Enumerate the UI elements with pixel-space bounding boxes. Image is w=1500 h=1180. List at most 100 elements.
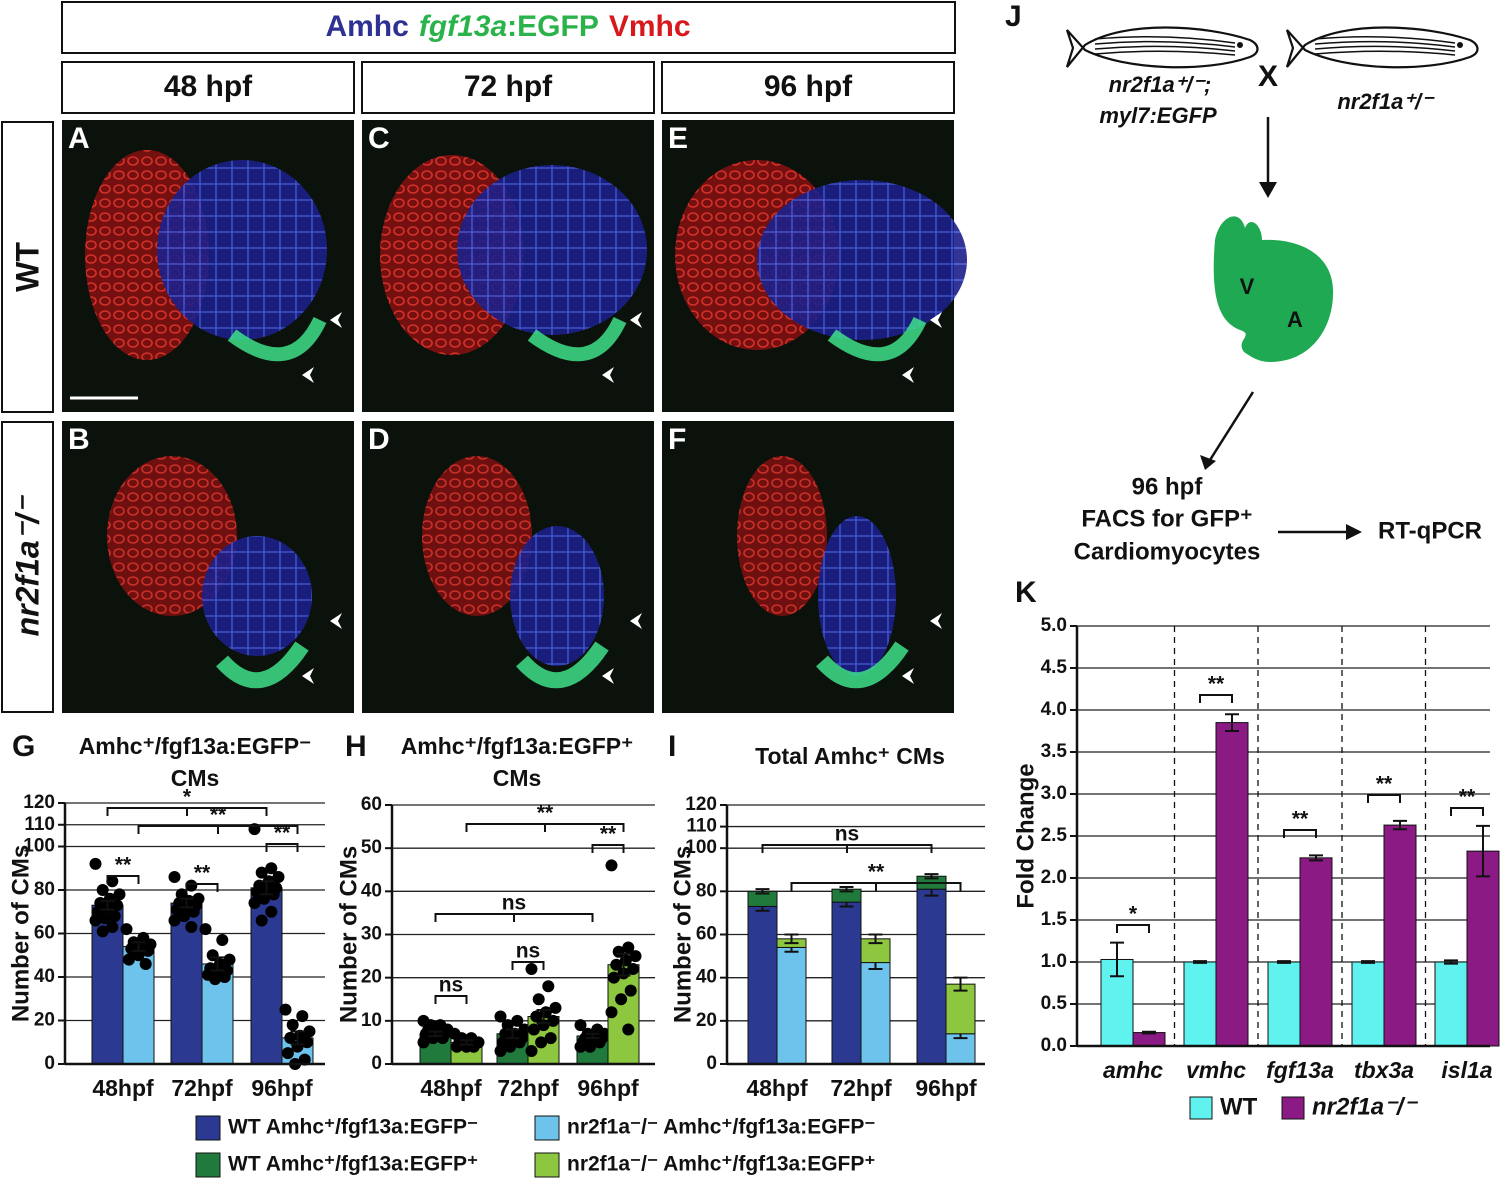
- significance-bracket: [1199, 694, 1233, 703]
- significance-bracket: [265, 843, 299, 852]
- error-bar: [536, 1009, 551, 1024]
- panel-letter: J: [1005, 0, 1022, 33]
- header-part: :EGFP: [507, 10, 599, 43]
- data-point: [96, 925, 109, 938]
- error-bar: [868, 933, 883, 945]
- x-tick-label: tbx3a: [1354, 1057, 1414, 1083]
- data-point: [298, 1053, 311, 1066]
- column-label: 48 hpf: [164, 70, 253, 103]
- atrium: [757, 180, 967, 340]
- x-tick-label: 96hpf: [251, 1075, 313, 1101]
- chart-title: Amhc⁺/fgf13a:EGFP⁻: [79, 733, 312, 759]
- x-tick-label: 72hpf: [171, 1075, 233, 1101]
- bar-segment: [945, 983, 976, 1035]
- significance-label: **: [1376, 773, 1393, 796]
- data-point: [535, 1036, 548, 1049]
- arrow-head: [1259, 182, 1277, 198]
- data-point: [178, 910, 191, 923]
- x-tick-label: vmhc: [1186, 1057, 1246, 1083]
- data-point: [417, 1036, 430, 1049]
- data-point: [106, 920, 119, 933]
- error-bar: [755, 888, 770, 895]
- legend-swatch: [195, 1115, 221, 1141]
- fish-stripe: [1094, 50, 1236, 56]
- header-part: Amhc: [325, 10, 408, 43]
- arrowhead: [930, 312, 942, 328]
- data-point: [284, 1031, 297, 1044]
- significance-bracket: [465, 823, 625, 832]
- bar: [1183, 961, 1217, 1047]
- y-tick-label: 40: [696, 967, 717, 988]
- data-point: [89, 914, 102, 927]
- error-bar: [1361, 960, 1375, 964]
- arrow: [1208, 391, 1255, 461]
- data-point: [511, 1014, 524, 1027]
- y-tick-label: 2.0: [1041, 867, 1067, 888]
- chart-title: CMs: [493, 765, 542, 791]
- fish-stripe: [1314, 40, 1456, 48]
- data-point: [532, 993, 545, 1006]
- arrowhead: [630, 613, 642, 629]
- y-tick-label: 100: [23, 836, 55, 857]
- data-point: [265, 862, 278, 875]
- chamber-label: A: [1287, 307, 1303, 332]
- fish: [1285, 26, 1479, 69]
- genotype: myl7:EGFP: [1099, 103, 1217, 128]
- ventricle: [422, 456, 532, 616]
- data-point: [525, 1045, 538, 1058]
- arrowhead: [330, 312, 342, 328]
- error-bar: [924, 873, 939, 880]
- data-point: [248, 823, 261, 836]
- significance-bracket: [511, 961, 545, 970]
- fish-stripe: [1314, 50, 1456, 56]
- data-point: [108, 910, 121, 923]
- egfp-region: [827, 316, 927, 362]
- result: RT-qPCR: [1378, 517, 1482, 544]
- egfp-region: [216, 641, 309, 689]
- error-bar: [290, 1030, 305, 1046]
- data-point: [494, 1010, 507, 1023]
- significance-bracket: [106, 875, 140, 884]
- atrium: [457, 165, 647, 335]
- y-tick-label: 120: [23, 792, 55, 813]
- row-label: nr2f1a⁻/⁻: [9, 495, 45, 637]
- significance-label: **: [868, 861, 885, 884]
- data-point: [584, 1040, 597, 1053]
- y-tick-label: 1.0: [1041, 951, 1067, 972]
- significance-bracket: [185, 883, 219, 892]
- data-point: [142, 944, 155, 957]
- cross: X: [1258, 60, 1278, 93]
- arrowhead: [602, 668, 614, 684]
- data-point: [281, 1047, 294, 1060]
- data-point: [527, 1023, 540, 1036]
- data-point: [199, 923, 212, 936]
- legend-label: WT Amhc⁺/fgf13a:EGFP⁻: [228, 1116, 478, 1139]
- fish: [1065, 26, 1259, 69]
- data-point: [624, 984, 637, 997]
- x-tick-label: 72hpf: [830, 1075, 892, 1101]
- data-point: [168, 914, 181, 927]
- x-tick-label: 96hpf: [915, 1075, 977, 1101]
- error-bar: [1225, 713, 1239, 732]
- data-point: [258, 892, 271, 905]
- significance-label: **: [1459, 786, 1476, 809]
- data-point: [187, 905, 200, 918]
- y-tick-label: 10: [361, 1010, 382, 1031]
- data-point: [265, 905, 278, 918]
- chamber-label: V: [1240, 274, 1255, 299]
- legend-swatch: [534, 1115, 560, 1141]
- data-point: [610, 958, 623, 971]
- x-tick-label: amhc: [1103, 1057, 1163, 1083]
- data-point: [494, 1045, 507, 1058]
- legend-label: WT: [1220, 1093, 1258, 1120]
- y-tick-label: 20: [34, 1010, 55, 1031]
- error-bar: [1193, 960, 1207, 964]
- bar: [1466, 850, 1500, 1047]
- error-bar: [259, 880, 274, 896]
- data-point: [99, 912, 112, 925]
- y-tick-label: 3.5: [1041, 741, 1068, 762]
- significance-label: ns: [439, 974, 464, 997]
- data-point: [267, 888, 280, 901]
- y-tick-label: 0: [44, 1053, 55, 1074]
- data-point: [255, 914, 268, 927]
